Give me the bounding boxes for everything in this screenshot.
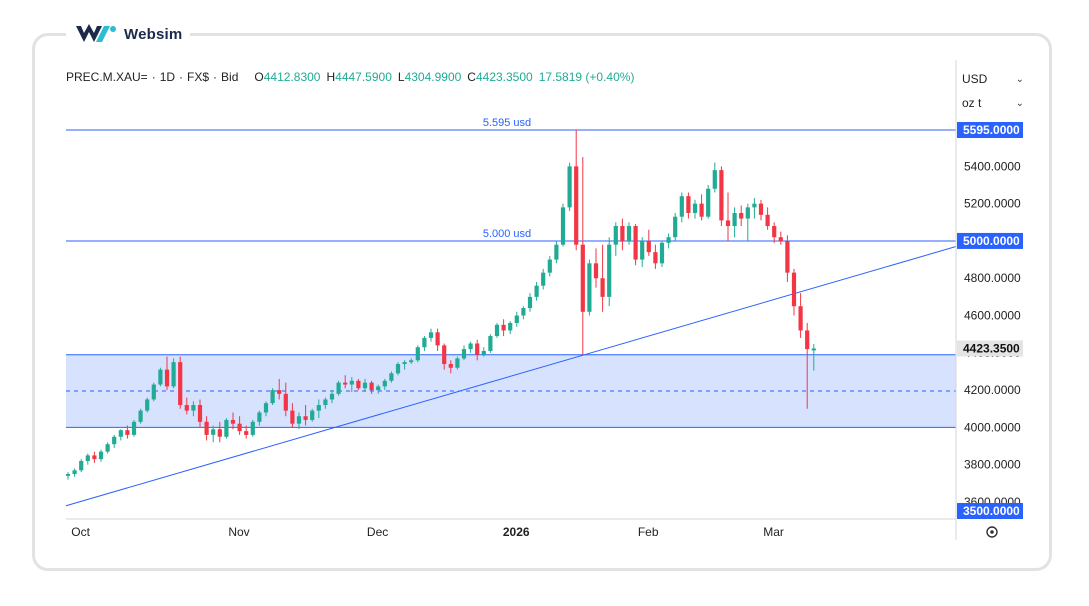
source-label: FX$ <box>187 70 210 84</box>
symbol-name[interactable]: PREC.M.XAU= <box>66 70 148 84</box>
chevron-down-icon: ⌄ <box>1015 73 1024 85</box>
websim-logo-icon <box>76 24 116 42</box>
brand-name: Websim <box>124 25 183 43</box>
close-label: C <box>467 70 476 84</box>
low-label: L <box>397 70 405 84</box>
open-value: 4412.8300 <box>263 70 321 84</box>
close-value: 4423.3500 <box>475 70 533 84</box>
symbol-legend: PREC.M.XAU= · 1D · FX$ · Bid O 4412.8300… <box>66 70 640 84</box>
chart-frame <box>32 33 1052 571</box>
unit-select[interactable]: oz t ⌄ <box>962 94 1024 112</box>
high-label: H <box>326 70 336 84</box>
low-value: 4304.9900 <box>404 70 462 84</box>
legend-separator: · <box>151 70 156 84</box>
unit-value: oz t <box>962 96 982 110</box>
legend-separator: · <box>179 70 184 84</box>
legend-separator: · <box>213 70 218 84</box>
chevron-down-icon: ⌄ <box>1015 97 1024 109</box>
currency-value: USD <box>962 72 988 86</box>
currency-select[interactable]: USD ⌄ <box>962 70 1024 88</box>
open-label: O <box>254 70 264 84</box>
brand-logo: Websim <box>66 20 191 48</box>
high-value: 4447.5900 <box>335 70 392 84</box>
interval-label[interactable]: 1D <box>159 70 176 84</box>
side-label: Bid <box>221 70 239 84</box>
change-value: 17.5819 (+0.40%) <box>538 70 635 84</box>
